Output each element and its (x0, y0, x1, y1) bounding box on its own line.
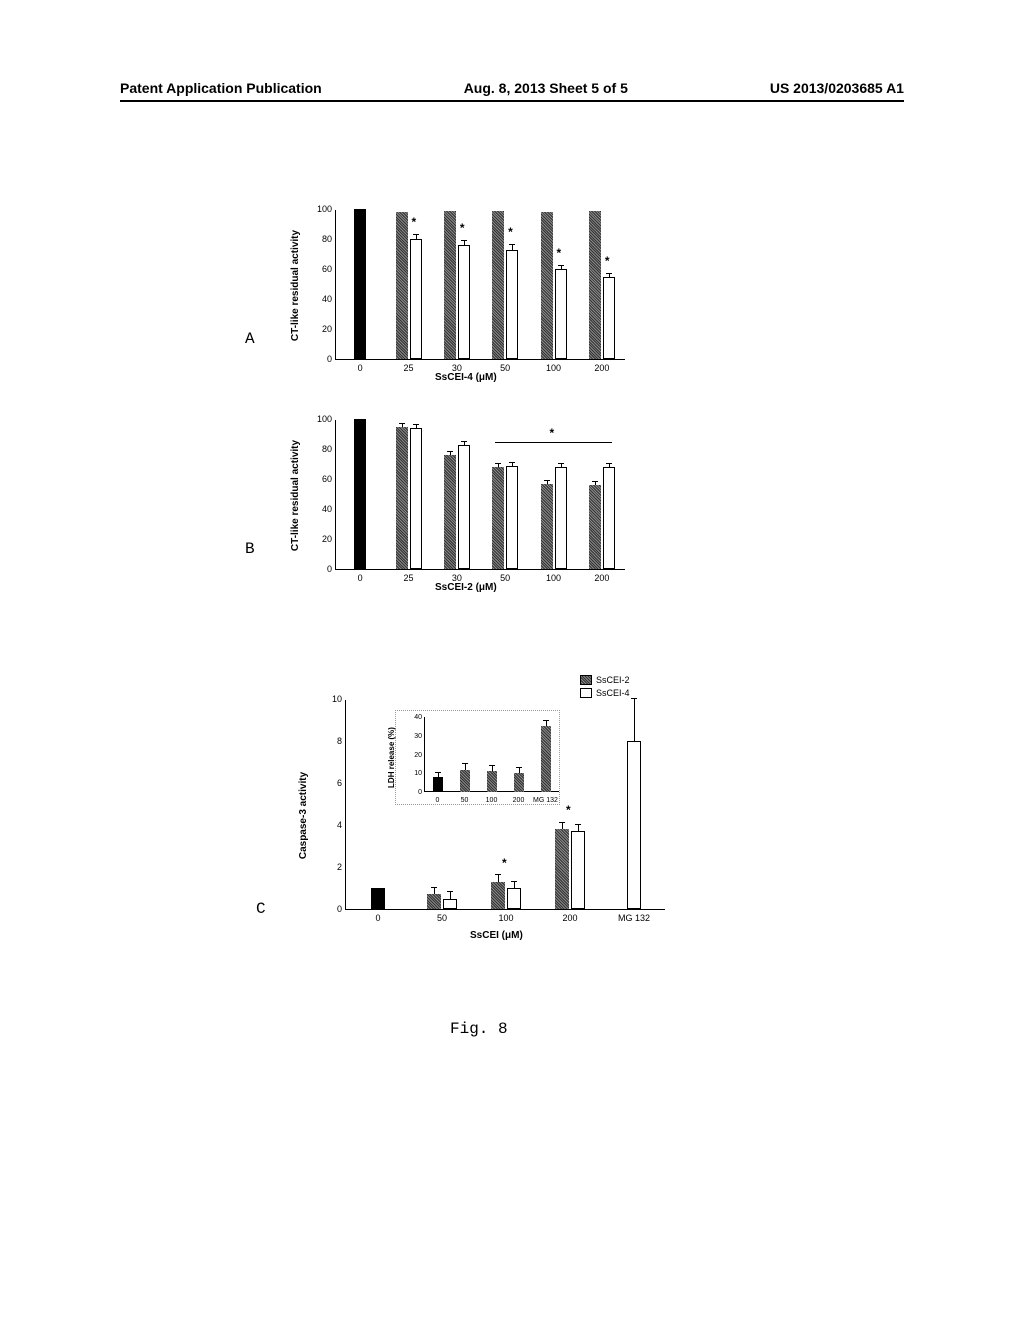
panel-b-label: B (245, 540, 255, 558)
legend-item: SsCEI-2 (580, 675, 630, 685)
chart-c-legend: SsCEI-2 SsCEI-4 (580, 675, 630, 701)
chart-a-bars: 020406080100025*30*50*100*200* (335, 210, 625, 360)
legend-item: SsCEI-4 (580, 688, 630, 698)
chart-c-ylabel: Caspase-3 activity (298, 772, 309, 859)
chart-b-xlabel: SsCEI-2 (μM) (435, 582, 497, 593)
chart-a-ylabel: CT-like residual activity (290, 230, 301, 341)
legend-swatch-hatched (580, 675, 592, 685)
chart-b-bars: 0204060801000253050100200* (335, 420, 625, 570)
inset-ylabel: LDH release (%) (387, 727, 396, 788)
chart-c: Caspase-3 activity 0246810050100*200*MG … (300, 680, 700, 950)
header-left: Patent Application Publication (120, 80, 322, 96)
panel-a-label: A (245, 330, 255, 348)
header-center: Aug. 8, 2013 Sheet 5 of 5 (464, 80, 628, 96)
chart-c-inset: LDH release (%) 010203040050100200MG 132 (395, 710, 560, 805)
chart-b: CT-like residual activity 02040608010002… (300, 410, 640, 595)
chart-a: CT-like residual activity 02040608010002… (300, 200, 640, 385)
page-header: Patent Application Publication Aug. 8, 2… (0, 80, 1024, 96)
legend-label: SsCEI-4 (596, 688, 630, 698)
header-divider (120, 100, 904, 102)
chart-c-xlabel: SsCEI (μM) (470, 930, 523, 941)
legend-swatch-white (580, 688, 592, 698)
legend-label: SsCEI-2 (596, 675, 630, 685)
chart-a-xlabel: SsCEI-4 (μM) (435, 372, 497, 383)
chart-b-ylabel: CT-like residual activity (290, 440, 301, 551)
figure-caption: Fig. 8 (450, 1020, 508, 1038)
header-right: US 2013/0203685 A1 (770, 80, 904, 96)
panel-c-label: C (256, 900, 266, 918)
